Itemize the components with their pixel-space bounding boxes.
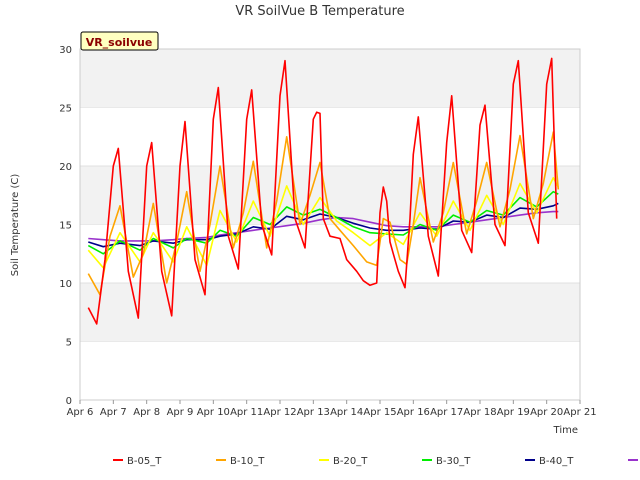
x-tick-label: Apr 13: [297, 407, 330, 418]
y-tick-label: 15: [59, 221, 72, 232]
y-axis-label: Soil Temperature (C): [10, 174, 21, 277]
y-tick-label: 25: [59, 104, 72, 115]
series-line-B-05_T: [87, 57, 558, 325]
x-tick-label: Apr 21: [563, 407, 596, 418]
series-line-B-40_T: [88, 202, 559, 248]
x-axis-ticks: Apr 6 Apr 7 Apr 8 Apr 9 Apr 10 Apr 11 Apr 12 Ap…: [67, 400, 597, 418]
x-tick-label: Apr 6: [67, 407, 94, 418]
series-layer: [87, 57, 560, 325]
x-tick-label: Apr 10: [197, 407, 230, 418]
site-badge-label: VR_soilvue: [86, 36, 153, 49]
legend: B-05_TB-10_TB-20_TB-30_TB-40_TB-50_T: [113, 456, 638, 467]
plot-frame: [79, 48, 581, 401]
legend-label: B-30_T: [436, 456, 471, 467]
legend-label: B-20_T: [333, 456, 368, 467]
x-tick-label: Apr 11: [230, 407, 263, 418]
series-line-B-50_T: [88, 210, 559, 242]
site-badge: VR_soilvue: [80, 31, 159, 51]
x-tick-label: Apr 7: [100, 407, 127, 418]
y-tick-label: 5: [66, 338, 72, 349]
legend-label: B-05_T: [127, 456, 162, 467]
x-tick-label: Apr 8: [133, 407, 160, 418]
x-tick-label: Apr 18: [463, 407, 496, 418]
y-tick-label: 0: [66, 396, 72, 407]
y-tick-label: 20: [59, 162, 72, 173]
grid-band: [80, 283, 580, 342]
y-axis-ticks: 0 5 10 15 20 25 30: [59, 45, 72, 407]
x-tick-label: Apr 17: [430, 407, 463, 418]
y-tick-label: 30: [59, 45, 72, 56]
legend-label: B-40_T: [539, 456, 574, 467]
chart-title: VR SoilVue B Temperature: [235, 4, 404, 19]
background-bands: [80, 48, 580, 400]
x-tick-label: Apr 9: [167, 407, 194, 418]
series-line-B-10_T: [87, 131, 560, 296]
grid-band: [80, 49, 580, 108]
x-tick-label: Apr 20: [530, 407, 563, 418]
legend-label: B-10_T: [230, 456, 265, 467]
x-tick-label: Apr 16: [397, 407, 430, 418]
x-tick-label: Apr 12: [263, 407, 296, 418]
x-tick-label: Apr 15: [363, 407, 396, 418]
x-tick-label: Apr 19: [497, 407, 530, 418]
x-axis-label: Time: [553, 425, 578, 436]
x-tick-label: Apr 14: [330, 407, 363, 418]
y-tick-label: 10: [59, 279, 72, 290]
